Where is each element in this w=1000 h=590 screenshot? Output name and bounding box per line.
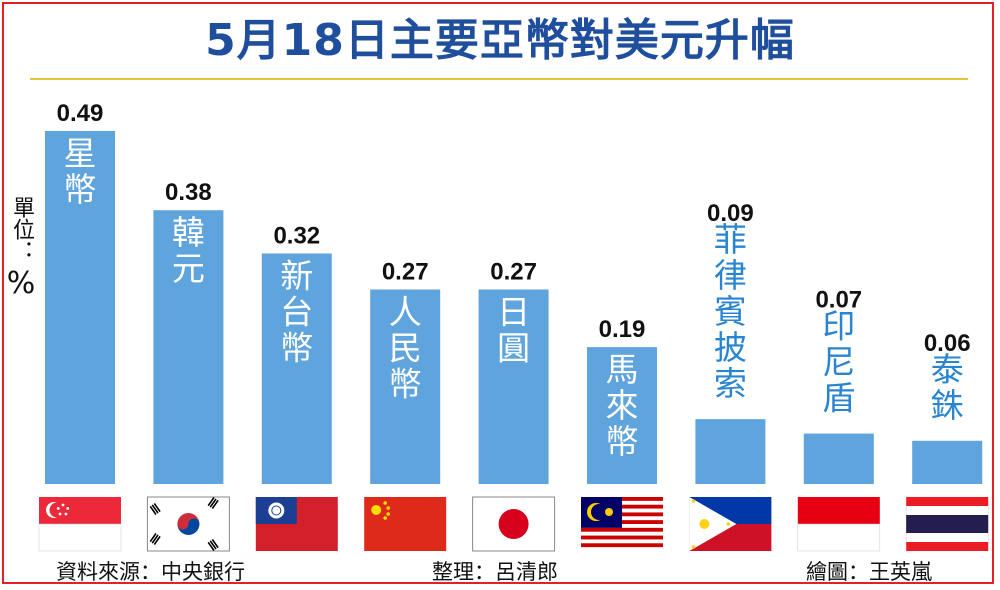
thailand-flag: [906, 497, 989, 551]
bar: [695, 419, 766, 484]
category-label: 新台幣: [280, 256, 313, 367]
category-label: 星幣: [64, 134, 97, 209]
illustrator-note: 繪圖：王英嵐: [806, 560, 932, 584]
value-label: 0.27: [382, 258, 429, 285]
unit-text: 單位：: [9, 196, 34, 262]
philippines-flag: [689, 497, 772, 551]
bar: [478, 289, 549, 484]
singapore-flag: [38, 497, 122, 552]
category-label: 人民幣: [389, 292, 422, 403]
category-label: 韓元: [172, 213, 205, 288]
category-label: 菲律賓披索: [714, 220, 747, 403]
taiwan-flag: [255, 497, 338, 551]
indonesia-flag: [797, 497, 881, 552]
value-label: 0.09: [707, 200, 754, 227]
south-korea-flag: [146, 496, 230, 552]
bar: [370, 289, 441, 484]
editor-note: 整理：呂清郎: [432, 560, 558, 584]
unit-label: 單位： %: [6, 196, 36, 301]
category-label: 馬來幣: [606, 350, 639, 461]
value-label: 0.32: [273, 222, 320, 249]
value-label: 0.19: [599, 316, 646, 343]
title-divider: [30, 78, 968, 80]
bar: [912, 440, 983, 484]
chart-title: 5月18日主要亞幣對美元升幅: [205, 15, 795, 66]
value-label: 0.27: [490, 258, 537, 285]
bar: [45, 131, 115, 484]
value-label: 0.49: [57, 100, 104, 127]
bar: [153, 210, 224, 484]
value-label: 0.38: [165, 179, 212, 206]
malaysia-flag: [581, 497, 663, 552]
bar: [587, 347, 657, 484]
source-note: 資料來源：中央銀行: [56, 560, 245, 584]
bar: [803, 433, 874, 484]
value-label: 0.07: [815, 287, 862, 314]
china-flag: [364, 497, 447, 551]
category-label: 泰銖: [931, 350, 964, 425]
bar: [261, 253, 332, 484]
japan-flag: [472, 496, 556, 552]
unit-symbol: %: [6, 266, 36, 301]
category-label: 印尼盾: [822, 307, 855, 418]
category-label: 日圓: [497, 292, 530, 367]
value-label: 0.06: [924, 330, 971, 357]
